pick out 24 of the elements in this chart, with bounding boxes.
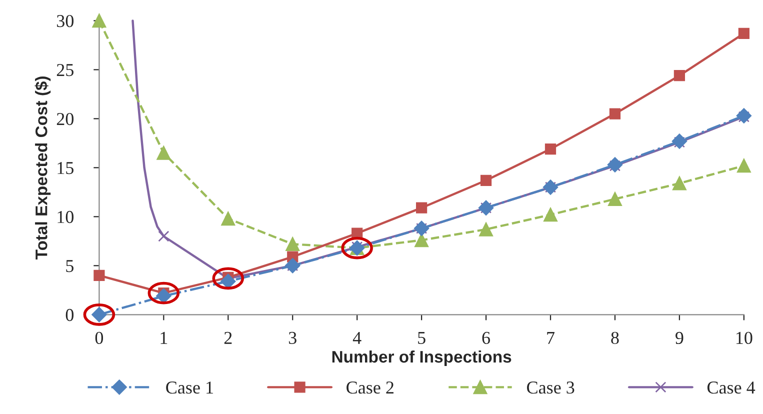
legend-label: Case 3 — [527, 382, 574, 394]
x-tick-label: 4 — [352, 332, 362, 344]
x-tick-label: 5 — [418, 332, 426, 344]
x-tick-label: 10 — [736, 332, 752, 344]
x-tick-label: 6 — [482, 332, 490, 344]
x-tick-label: 3 — [288, 332, 296, 344]
x-tick-label: 2 — [224, 332, 232, 344]
y-tick-label: 10 — [58, 210, 74, 224]
y-tick-label: 0 — [66, 308, 74, 322]
x-axis-title: Number of Inspections — [332, 350, 512, 366]
y-tick-label: 25 — [56, 64, 74, 76]
x-tick-label: 8 — [611, 332, 619, 344]
y-tick-label: 30 — [57, 14, 74, 28]
y-tick-label: 5 — [66, 260, 74, 272]
y-tick-label: 15 — [58, 162, 74, 174]
legend-label: Case 2 — [346, 382, 394, 394]
legend-label: Case 1 — [166, 382, 213, 394]
x-tick-label: 9 — [676, 332, 684, 344]
legend-label: Case 4 — [707, 382, 756, 394]
x-tick-label: 0 — [95, 332, 104, 344]
x-tick-label: 7 — [547, 332, 554, 344]
y-tick-label: 20 — [56, 112, 74, 126]
x-tick-label: 1 — [160, 332, 168, 344]
y-axis-title: Total Expected Cost ($) — [34, 76, 51, 260]
